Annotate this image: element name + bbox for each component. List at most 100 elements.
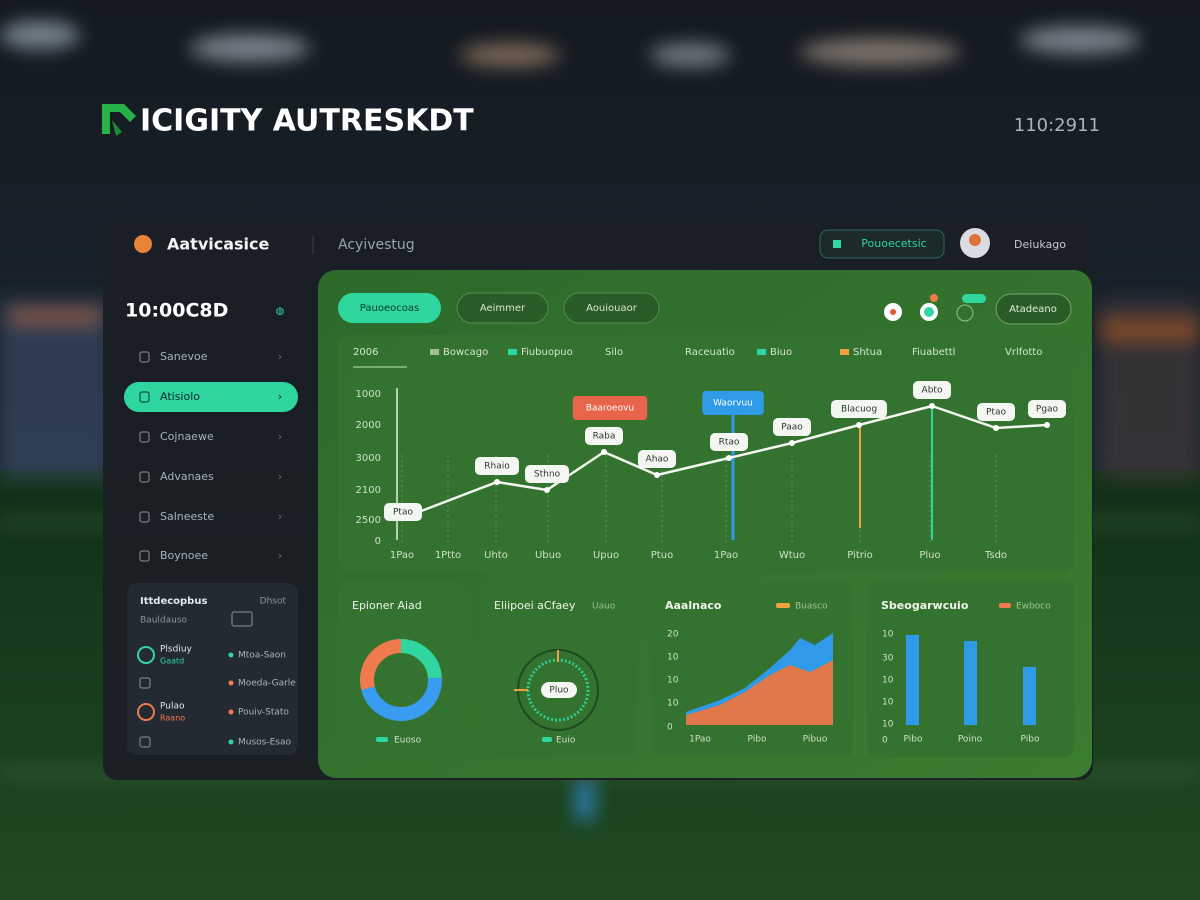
point (1044, 422, 1050, 428)
tab[interactable]: Pauoeocoas (360, 303, 419, 314)
point-label: Ahao (646, 455, 669, 465)
logo (102, 104, 136, 136)
y-label: 30 (882, 654, 894, 664)
legend-swatch (430, 349, 439, 355)
item-status: Pouiv-Stato (238, 708, 289, 718)
y-label: 0 (882, 736, 888, 746)
item-name: Plsdiuy (160, 645, 193, 655)
y-label: 2000 (356, 420, 381, 431)
brand-name: ICIGITY AUTRESKDT (140, 104, 474, 139)
point-tag (1028, 400, 1066, 418)
callout (572, 396, 648, 420)
mini-card (480, 581, 637, 757)
card-title: Ittdecopbus (140, 596, 207, 607)
donut-segment (360, 639, 442, 721)
tab[interactable]: Aouiouaor (586, 303, 638, 314)
app-name: Aatvicasice (167, 235, 270, 254)
bar (906, 635, 919, 725)
y-label: 10 (667, 653, 679, 663)
callout-label: Waorvuu (713, 399, 753, 409)
bar (964, 641, 977, 725)
filter-button[interactable]: Atadeano (1009, 304, 1057, 315)
x-label: Pibo (748, 735, 767, 745)
menu-item[interactable]: Advanaes (160, 470, 214, 483)
icon: ◍ (276, 306, 285, 317)
legend-item[interactable]: Vrlfotto (1005, 347, 1042, 358)
side-card (127, 583, 298, 755)
y-label: 10 (667, 676, 679, 686)
menu-icon (139, 351, 150, 363)
point-tag (525, 465, 569, 483)
y-label: 10 (882, 676, 894, 686)
x-label: Pibo (1021, 735, 1040, 745)
y-label: 10 (882, 698, 894, 708)
status-dot (228, 680, 234, 686)
section: Acyivestug (338, 237, 415, 253)
y-label: 2500 (356, 515, 381, 526)
legend-swatch (840, 349, 849, 355)
menu-item[interactable]: Sanevoe (160, 350, 208, 363)
legend-swatch (376, 737, 388, 742)
chevron: › (278, 390, 282, 403)
x-label: Pibuo (803, 735, 828, 745)
legend-item[interactable]: Raceuatio (685, 347, 735, 358)
legend-item[interactable]: 2006 (353, 347, 378, 358)
legend-swatch (542, 737, 552, 742)
legend-swatch (776, 603, 790, 608)
menu-item[interactable]: Boynoee (160, 549, 208, 562)
icon (231, 611, 253, 627)
point (726, 455, 732, 461)
tool-dot (890, 309, 896, 315)
x-label: Upuo (593, 550, 619, 561)
y-label: 0 (667, 723, 673, 733)
menu-icon (139, 431, 150, 443)
y-label: 3000 (356, 453, 381, 464)
item-name: Pulao (160, 702, 185, 712)
y-label: 10 (667, 699, 679, 709)
tool-icon[interactable] (956, 304, 974, 322)
legend-item[interactable]: Fiuabettl (912, 347, 955, 358)
x-label: 1Pao (714, 550, 738, 561)
item-avatar (137, 703, 155, 721)
avatar-figure (969, 234, 981, 246)
menu-item[interactable]: Atisiolo (160, 390, 200, 403)
card-legend: Euio (556, 736, 576, 746)
point-label: Abto (922, 386, 943, 396)
tab[interactable]: Aeimmer (480, 303, 526, 314)
menu-item[interactable]: Salneeste (160, 510, 214, 523)
card-action[interactable]: Dhsot (260, 597, 287, 607)
search-text: Pouoecetsic (861, 237, 926, 250)
point-label: Rtao (719, 438, 740, 448)
pill (338, 293, 441, 323)
legend-item[interactable]: Fiubuopuo (521, 347, 573, 358)
chevron: › (278, 510, 282, 523)
point-label: Pgao (1036, 405, 1059, 415)
search-box[interactable] (819, 229, 945, 259)
menu-item[interactable]: Cojnaewe (160, 430, 214, 443)
card-title: Epioner Aiad (352, 599, 422, 612)
point-label: Ptao (986, 408, 1006, 418)
legend-item[interactable]: Silo (605, 347, 623, 358)
status-dot (228, 739, 234, 745)
status-dot (228, 652, 234, 658)
mini-card (338, 581, 466, 757)
point (856, 422, 862, 428)
point-tag (585, 427, 623, 445)
legend-item[interactable]: Shtua (853, 347, 882, 358)
notify (930, 294, 938, 302)
x-label: Uhto (484, 550, 508, 561)
stadium-lights (0, 21, 1200, 820)
x-label: 1Ptto (435, 550, 461, 561)
x-label: Pluo (919, 550, 940, 561)
pill (962, 294, 986, 303)
legend-item[interactable]: Bowcago (443, 347, 488, 358)
menu-active (124, 382, 298, 412)
point-label: Ptao (393, 508, 413, 518)
item-icon (139, 677, 151, 689)
point (544, 487, 550, 493)
chevron: › (278, 470, 282, 483)
point-tag (638, 450, 676, 468)
card-title: Aaalnaco (665, 599, 722, 612)
clock: 110:2911 (1014, 115, 1100, 136)
legend-item[interactable]: Biuo (770, 347, 792, 358)
